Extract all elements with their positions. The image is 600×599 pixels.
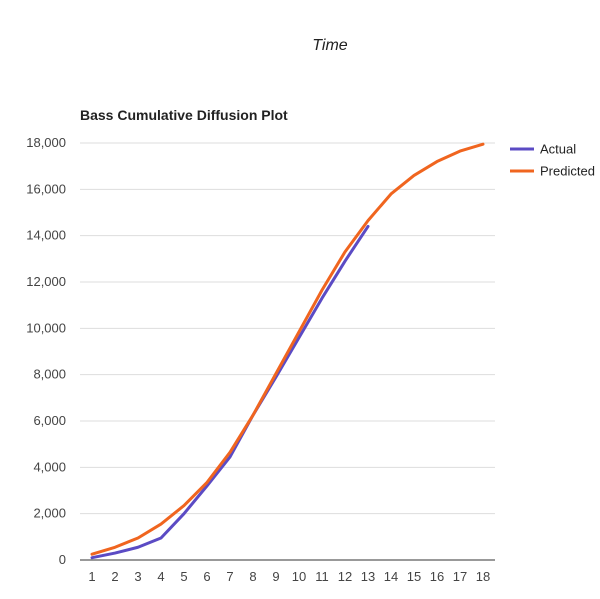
legend: Actual Predicted [510,142,595,179]
x-tick-label: 13 [361,569,375,584]
x-tick-label: 18 [476,569,490,584]
series-lines [90,142,485,560]
x-tick-labels: 1 2 3 4 5 6 7 8 9 10 11 12 13 14 15 16 17 18 [88,569,490,584]
x-tick-label: 11 [315,569,329,584]
legend-label-predicted: Predicted [540,164,595,179]
series-line-predicted [90,142,485,556]
x-tick-label: 17 [453,569,467,584]
x-tick-label: 4 [157,569,164,584]
y-tick-label: 0 [59,552,66,567]
x-tick-label: 2 [111,569,118,584]
x-tick-label: 14 [384,569,398,584]
series-line-actual [90,224,370,560]
y-tick-label: 6,000 [33,413,66,428]
y-tick-label: 14,000 [26,228,66,243]
top-heading: Time [312,37,348,54]
x-tick-label: 15 [407,569,421,584]
y-tick-labels: 0 2,000 4,000 6,000 8,000 10,000 12,000 14,000 1… [26,135,66,567]
x-tick-label: 7 [226,569,233,584]
y-tick-label: 18,000 [26,135,66,150]
y-tick-label: 16,000 [26,181,66,196]
y-tick-label: 10,000 [26,320,66,335]
x-tick-label: 1 [88,569,95,584]
x-tick-label: 10 [292,569,306,584]
y-tick-label: 8,000 [33,367,66,382]
x-tick-label: 6 [203,569,210,584]
x-tick-label: 3 [134,569,141,584]
x-tick-label: 8 [249,569,256,584]
y-tick-label: 2,000 [33,506,66,521]
x-tick-label: 5 [180,569,187,584]
y-tick-label: 12,000 [26,274,66,289]
x-tick-label: 16 [430,569,444,584]
y-tick-label: 4,000 [33,459,66,474]
gridlines [80,142,495,515]
chart-title: Bass Cumulative Diffusion Plot [80,107,288,123]
x-tick-label: 12 [338,569,352,584]
x-tick-label: 9 [272,569,279,584]
legend-label-actual: Actual [540,142,576,157]
